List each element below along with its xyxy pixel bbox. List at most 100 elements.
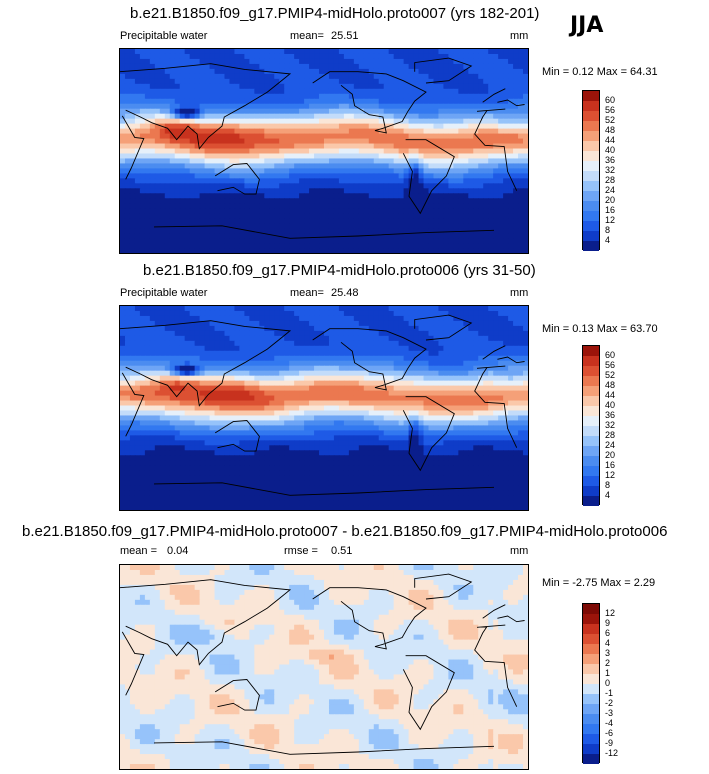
- field-cell: [373, 213, 380, 219]
- field-cell: [239, 223, 245, 229]
- field-cell: [314, 73, 320, 80]
- field-cell: [234, 355, 241, 362]
- field-cell: [408, 310, 415, 317]
- field-cell: [144, 310, 151, 317]
- field-cell: [124, 350, 131, 357]
- field-cell: [319, 310, 325, 317]
- field-cell: [483, 360, 489, 367]
- field-cell: [324, 68, 330, 75]
- field-cell: [333, 213, 340, 219]
- field-cell: [124, 63, 131, 70]
- field-cell: [413, 108, 420, 115]
- field-cell: [219, 58, 226, 65]
- field-cell: [393, 53, 400, 60]
- field-cell: [328, 233, 335, 239]
- field-cell: [149, 345, 156, 352]
- field-cell: [408, 68, 415, 75]
- field-cell: [124, 228, 131, 234]
- field-cell: [214, 63, 221, 70]
- field-cell: [244, 183, 250, 189]
- field-cell: [418, 233, 425, 239]
- field-cell: [448, 390, 454, 397]
- field-cell: [120, 58, 126, 65]
- field-cell: [403, 49, 410, 55]
- field-cell: [353, 58, 360, 65]
- field-cell: [373, 118, 380, 125]
- field-cell: [179, 68, 186, 75]
- field-cell: [194, 98, 201, 105]
- field-cell: [244, 173, 250, 179]
- field-cell: [174, 390, 181, 397]
- field-cell: [259, 49, 265, 55]
- field-cell: [234, 395, 241, 402]
- field-cell: [333, 143, 340, 150]
- field-cell: [134, 198, 141, 204]
- field-cell: [388, 218, 395, 224]
- field-cell: [179, 83, 186, 90]
- field-cell: [164, 138, 171, 145]
- field-cell: [139, 163, 146, 170]
- field-cell: [309, 73, 315, 80]
- colorbar-swatch: [583, 121, 599, 131]
- field-cell: [508, 223, 514, 229]
- field-cell: [513, 153, 519, 160]
- field-cell: [418, 133, 425, 140]
- field-cell: [363, 183, 370, 189]
- field-cell: [120, 193, 126, 199]
- field-cell: [134, 345, 141, 352]
- field-cell: [294, 183, 300, 189]
- field-cell: [518, 330, 524, 337]
- field-cell: [189, 183, 196, 189]
- field-cell: [274, 93, 280, 100]
- field-cell: [383, 83, 390, 90]
- field-cell: [368, 83, 375, 90]
- field-cell: [189, 315, 196, 322]
- field-cell: [154, 188, 161, 194]
- field-cell: [259, 208, 265, 214]
- field-cell: [239, 335, 245, 342]
- field-cell: [383, 98, 390, 105]
- field-cell: [229, 223, 236, 229]
- field-cell: [433, 355, 440, 362]
- field-cell: [473, 380, 479, 387]
- field-cell: [478, 168, 484, 174]
- field-cell: [174, 345, 181, 352]
- field-cell: [363, 198, 370, 204]
- field-cell: [174, 73, 181, 80]
- field-cell: [428, 128, 435, 135]
- field-cell: [314, 178, 320, 184]
- field-cell: [338, 345, 345, 352]
- field-cell: [219, 345, 226, 352]
- field-cell: [214, 133, 221, 140]
- field-cell: [154, 400, 161, 407]
- field-cell: [219, 208, 226, 214]
- field-cell: [124, 93, 131, 100]
- field-cell: [493, 208, 499, 214]
- field-cell: [463, 325, 469, 332]
- field-cell: [523, 163, 528, 170]
- field-cell: [473, 310, 479, 317]
- field-cell: [498, 63, 504, 70]
- field-cell: [398, 173, 405, 179]
- field-cell: [174, 68, 181, 75]
- field-cell: [463, 223, 469, 229]
- field-cell: [373, 53, 380, 60]
- field-cell: [493, 113, 499, 120]
- field-cell: [353, 133, 360, 140]
- field-cell: [468, 310, 474, 317]
- field-cell: [134, 400, 141, 407]
- field-cell: [224, 248, 231, 253]
- field-cell: [328, 345, 335, 352]
- field-cell: [423, 173, 430, 179]
- field-cell: [199, 233, 206, 239]
- field-cell: [328, 320, 335, 327]
- field-cell: [219, 178, 226, 184]
- field-cell: [304, 49, 310, 55]
- field-cell: [274, 375, 280, 382]
- field-cell: [129, 375, 136, 382]
- field-cell: [488, 113, 494, 120]
- field-cell: [438, 63, 445, 70]
- field-cell: [483, 203, 489, 209]
- field-cell: [169, 400, 176, 407]
- field-cell: [149, 178, 156, 184]
